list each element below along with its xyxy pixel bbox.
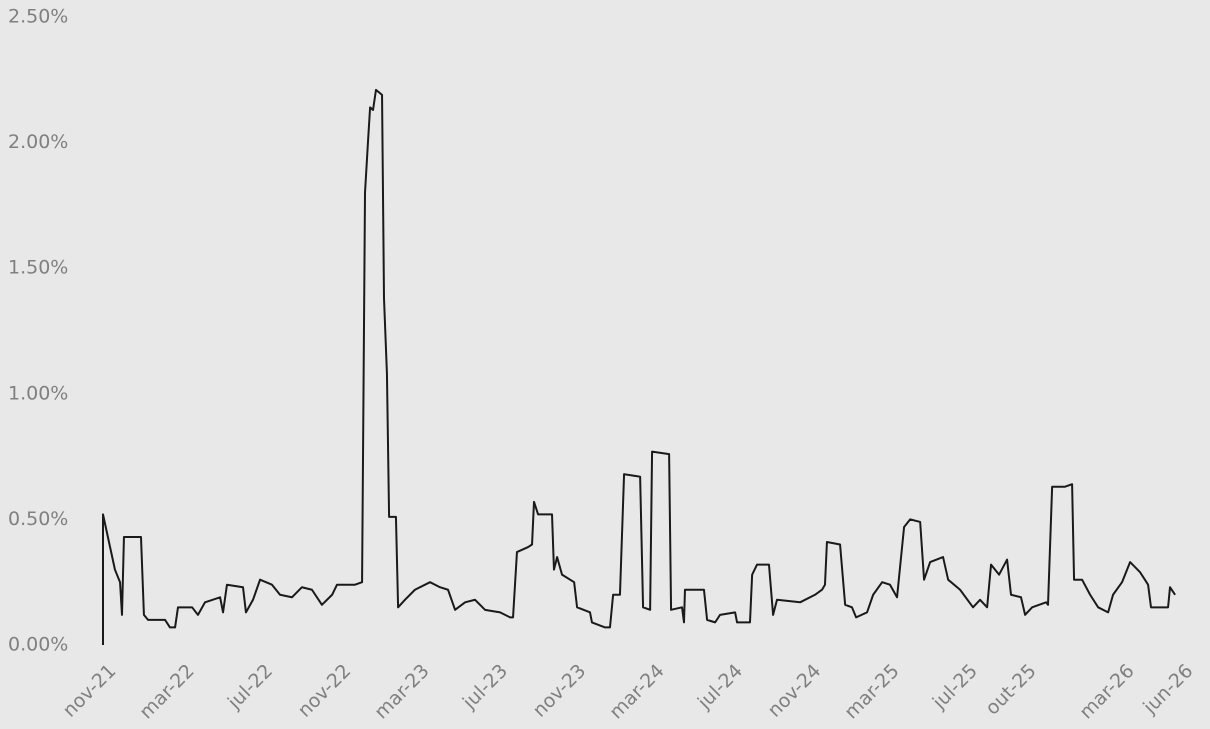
y-tick-label: 0.50% (8, 508, 68, 530)
y-tick-label: 1.50% (8, 257, 68, 279)
y-tick-label: 1.00% (8, 382, 68, 404)
line (102, 88, 1176, 645)
y-tick-label: 0.00% (8, 634, 68, 656)
y-tick-label: 2.50% (8, 6, 68, 28)
y-tick-label: 2.00% (8, 131, 68, 153)
